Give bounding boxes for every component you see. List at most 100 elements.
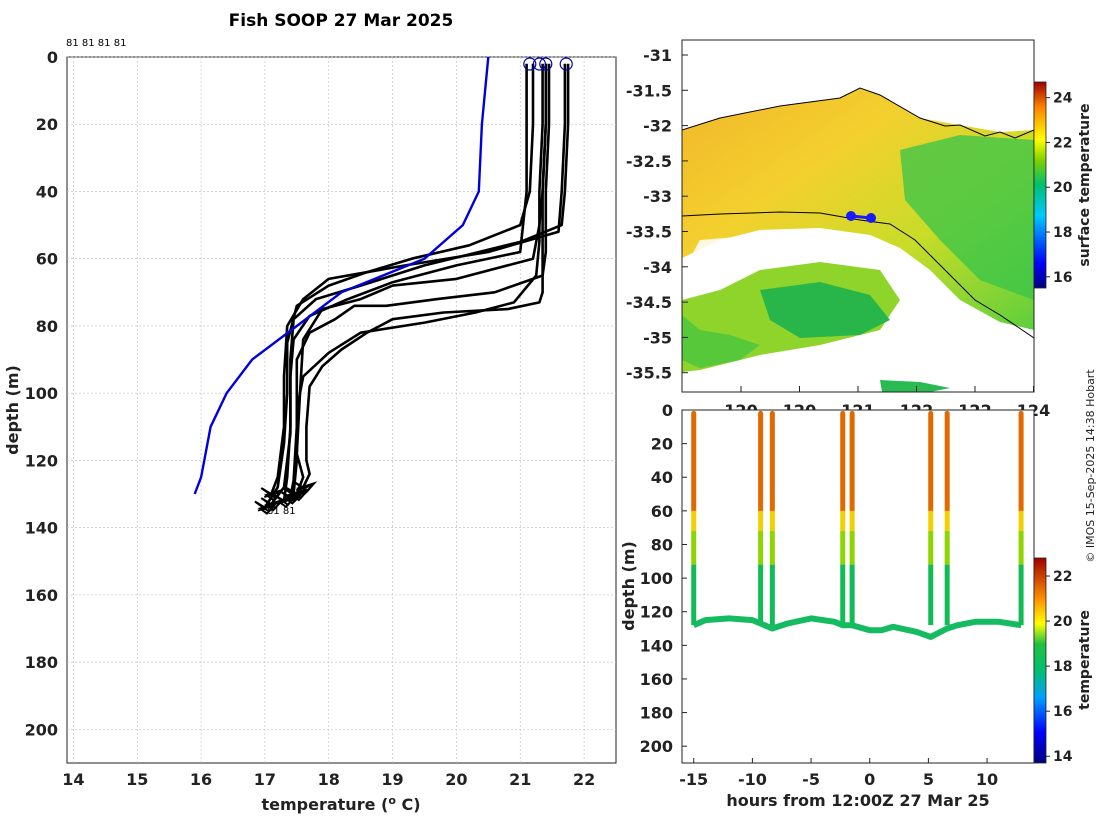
profile-x-tick-label: 20 xyxy=(445,770,467,789)
section-x-tick-label: -10 xyxy=(738,770,767,789)
ship-track-point xyxy=(866,213,876,223)
map-lat-tick-label: -34 xyxy=(643,258,672,277)
profile-bottom-scatter xyxy=(260,497,286,512)
map-panel: -31 -31.5 -32 -32.5 -33 -33.5 -34 -34.5 -35 -35.5… xyxy=(626,39,1093,420)
section-axes-box xyxy=(681,409,1035,764)
map-lat-tick-label: -33 xyxy=(643,187,672,206)
section-x-ticks: -15 -10 -5 0 5 10 xyxy=(679,758,998,789)
section-y-tick-label: 80 xyxy=(651,535,673,554)
temp-colorbar-ticks: 22 20 18 16 14 xyxy=(1046,569,1073,765)
map-lat-ticks: -31 -31.5 -32 -32.5 -33 -33.5 -34 -34.5 -35 -35.5 xyxy=(626,46,688,383)
sst-colorbar-tick-label: 18 xyxy=(1053,225,1072,241)
profile-y-tick-label: 0 xyxy=(47,48,58,67)
temperature-profile-line xyxy=(263,63,535,509)
section-x-tick-label: 0 xyxy=(864,770,875,789)
profile-bottom-annotation: 81 81 xyxy=(267,506,296,517)
temperature-profile-line xyxy=(302,63,548,488)
profile-x-tick-label: 15 xyxy=(126,770,148,789)
section-y-tick-label: 160 xyxy=(640,670,673,689)
imos-credit: © IMOS 15-Sep-2025 14:38 Hobart xyxy=(1084,369,1097,563)
section-y-label: depth (m) xyxy=(619,541,638,631)
map-lat-tick-label: -33.5 xyxy=(626,223,672,242)
temp-colorbar-tick-label: 16 xyxy=(1053,704,1072,720)
sst-colorbar xyxy=(1033,81,1047,289)
temp-colorbar-label: temperature xyxy=(1077,610,1093,710)
profile-x-tick-label: 18 xyxy=(318,770,340,789)
surface-marker-circle xyxy=(532,57,546,71)
temperature-profile-line xyxy=(292,63,544,495)
profile-y-tick-label: 140 xyxy=(25,519,58,538)
bottom-trace xyxy=(692,615,1022,640)
section-panel: 0 20 40 60 80 100 120 140 160 180 200 -15 -10 -5 0 5 10… xyxy=(619,401,1093,810)
figure-title: Fish SOOP 27 Mar 2025 xyxy=(229,11,454,31)
temp-colorbar xyxy=(1033,557,1047,764)
temp-colorbar-tick-label: 14 xyxy=(1053,749,1073,765)
section-x-tick-label: 5 xyxy=(923,770,934,789)
profile-panel: 14 15 16 17 18 19 20 21 22 0 20 40 60 80 100 120 140 160… xyxy=(3,38,617,814)
profile-top-annotation: 81 81 81 81 xyxy=(66,38,126,49)
profile-y-tick-label: 20 xyxy=(36,115,58,134)
temp-colorbar-tick-label: 18 xyxy=(1053,659,1072,675)
profile-y-tick-label: 200 xyxy=(25,720,58,739)
section-y-tick-label: 20 xyxy=(651,435,673,454)
profile-bottom-scatter xyxy=(260,487,286,502)
sst-colorbar-tick-label: 20 xyxy=(1053,180,1073,196)
section-x-tick-label: 10 xyxy=(976,770,998,789)
temperature-profile-line xyxy=(270,63,528,505)
profile-x-tick-label: 19 xyxy=(381,770,403,789)
sst-colorbar-label: surface temperature xyxy=(1077,103,1093,266)
section-y-tick-label: 200 xyxy=(640,737,673,756)
temp-colorbar-tick-label: 22 xyxy=(1053,569,1072,585)
profile-y-tick-label: 180 xyxy=(25,653,58,672)
climatology-line xyxy=(193,57,490,495)
profile-x-ticks: 14 15 16 17 18 19 20 21 22 xyxy=(62,770,595,789)
profile-bottom-scatter xyxy=(292,480,318,495)
profile-y-tick-label: 160 xyxy=(25,586,58,605)
sst-colorbar-tick-label: 24 xyxy=(1053,91,1073,107)
section-y-tick-label: 60 xyxy=(651,502,673,521)
map-lat-tick-label: -35 xyxy=(643,328,672,347)
surface-marker-circle xyxy=(559,57,573,71)
map-lat-tick-label: -32 xyxy=(643,117,672,136)
profile-x-tick-label: 21 xyxy=(509,770,531,789)
sst-colorbar-tick-label: 16 xyxy=(1053,270,1072,286)
map-lat-tick-label: -34.5 xyxy=(626,293,672,312)
temp-colorbar-tick-label: 20 xyxy=(1053,614,1073,630)
profile-y-label: depth (m) xyxy=(3,365,22,455)
profile-x-tick-label: 16 xyxy=(190,770,212,789)
sst-colorbar-tick-label: 22 xyxy=(1053,135,1072,151)
profile-y-ticks: 0 20 40 60 80 100 120 140 160 180 200 xyxy=(25,48,58,739)
sst-colorbar-ticks: 24 22 20 18 16 xyxy=(1046,91,1073,286)
section-x-tick-label: -5 xyxy=(802,770,820,789)
section-x-label: hours from 12:00Z 27 Mar 25 xyxy=(726,791,989,810)
section-y-tick-label: 100 xyxy=(640,569,673,588)
surface-marker-circle xyxy=(523,57,537,71)
surface-markers xyxy=(523,57,573,71)
profile-y-tick-label: 80 xyxy=(36,317,58,336)
map-lat-tick-label: -31.5 xyxy=(626,81,672,100)
profile-axes-box xyxy=(66,56,617,764)
surface-marker-circle xyxy=(539,57,553,71)
section-x-tick-label: -15 xyxy=(679,770,708,789)
section-y-tick-label: 180 xyxy=(640,704,673,723)
profile-y-tick-label: 60 xyxy=(36,250,58,269)
section-y-tick-label: 0 xyxy=(662,401,673,420)
profile-x-tick-label: 17 xyxy=(254,770,276,789)
profile-x-tick-label: 14 xyxy=(62,770,84,789)
profile-y-tick-label: 120 xyxy=(25,451,58,470)
sst-field xyxy=(682,40,1034,392)
section-y-tick-label: 140 xyxy=(640,636,673,655)
ship-track xyxy=(846,211,876,223)
profile-y-tick-label: 40 xyxy=(36,182,58,201)
profile-lines xyxy=(193,57,570,515)
profile-y-tick-label: 100 xyxy=(25,384,58,403)
map-lat-tick-label: -35.5 xyxy=(626,364,672,383)
section-data xyxy=(691,410,1024,640)
profile-grid xyxy=(67,56,616,763)
section-y-tick-label: 40 xyxy=(651,468,673,487)
section-y-tick-label: 120 xyxy=(640,603,673,622)
profile-x-tick-label: 22 xyxy=(573,770,595,789)
ship-track-point xyxy=(846,211,856,221)
section-y-ticks: 0 20 40 60 80 100 120 140 160 180 200 xyxy=(640,401,687,756)
